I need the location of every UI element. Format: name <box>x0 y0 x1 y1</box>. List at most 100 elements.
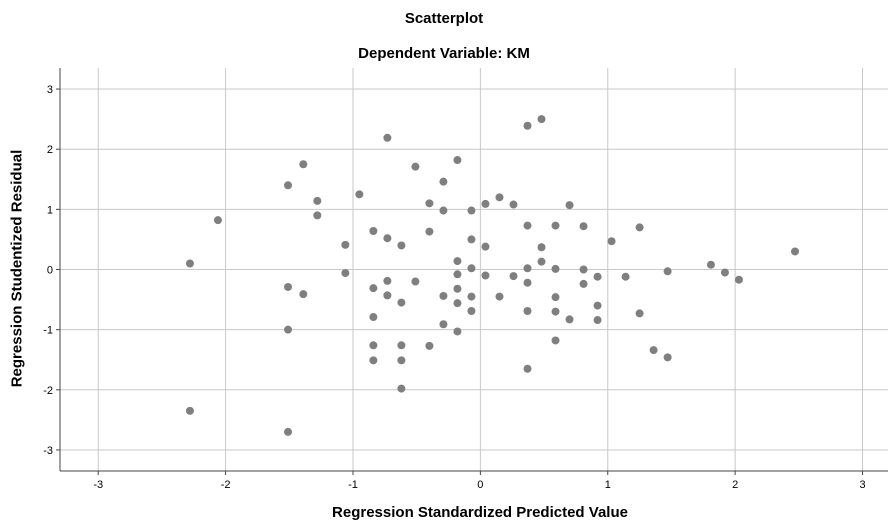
scatter-point <box>397 356 406 365</box>
scatter-point <box>621 272 630 281</box>
scatter-point <box>509 272 518 281</box>
scatter-point <box>213 216 222 225</box>
scatter-point <box>635 309 644 318</box>
x-axis-label: Regression Standardized Predicted Value <box>332 504 628 521</box>
scatter-point <box>467 264 476 273</box>
scatter-point <box>397 384 406 393</box>
scatter-point <box>649 346 658 355</box>
scatter-point <box>425 227 434 236</box>
x-tick-label: 0 <box>477 479 483 491</box>
scatter-point <box>537 115 546 124</box>
y-tick-label: -2 <box>43 385 53 397</box>
scatter-point <box>565 315 574 324</box>
scatter-point <box>523 364 532 373</box>
scatter-point <box>551 264 560 273</box>
y-tick-label: -1 <box>43 325 53 337</box>
scatter-point <box>791 247 800 256</box>
scatter-point <box>551 307 560 316</box>
scatter-point <box>284 427 293 436</box>
scatter-point <box>299 290 308 299</box>
scatter-point <box>635 223 644 232</box>
scatter-point <box>369 227 378 236</box>
scatter-point <box>467 307 476 316</box>
scatter-point <box>369 341 378 350</box>
chart-title: Scatterplot <box>404 10 484 27</box>
scatter-point <box>284 181 293 190</box>
y-tick-label: 1 <box>47 204 53 216</box>
tick-labels: -3 -2 -1 0 1 2 3 -3 -2 -1 0 1 2 3 <box>43 84 865 491</box>
x-tick-label: -1 <box>348 479 358 491</box>
scatter-point <box>383 291 392 300</box>
scatter-point <box>663 267 672 276</box>
scatter-point <box>439 320 448 329</box>
scatter-point <box>397 241 406 250</box>
scatter-point <box>706 260 715 269</box>
scatter-point <box>579 279 588 288</box>
scatter-point <box>523 221 532 230</box>
scatter-point <box>284 325 293 334</box>
x-tick-label: 2 <box>732 479 738 491</box>
scatter-point <box>185 259 194 268</box>
scatter-point <box>509 200 518 209</box>
scatter-point <box>523 264 532 273</box>
y-tick-label: 0 <box>47 265 53 277</box>
grid-lines <box>60 68 888 471</box>
scatter-point <box>341 269 350 278</box>
scatter-point <box>593 272 602 281</box>
scatter-point <box>495 193 504 202</box>
scatter-point <box>411 162 420 171</box>
scatter-point <box>383 133 392 142</box>
scatter-point <box>720 268 729 277</box>
scatter-point <box>383 276 392 285</box>
scatter-point <box>467 235 476 244</box>
scatter-point <box>313 196 322 205</box>
scatter-point <box>453 270 462 279</box>
scatter-point <box>397 298 406 307</box>
x-tick-label: -2 <box>221 479 231 491</box>
scatter-point <box>453 156 462 165</box>
scatter-point <box>523 278 532 287</box>
scatter-point <box>551 336 560 345</box>
scatter-point <box>551 221 560 230</box>
scatter-point <box>369 313 378 322</box>
scatter-point <box>565 201 574 210</box>
scatter-point <box>495 292 504 301</box>
scatter-point <box>313 211 322 220</box>
scatter-point <box>481 271 490 280</box>
scatter-point <box>453 327 462 336</box>
scatter-point <box>439 291 448 300</box>
scatter-point <box>467 292 476 301</box>
scatter-point <box>481 199 490 208</box>
scatter-point <box>425 199 434 208</box>
scatter-point <box>299 160 308 169</box>
scatter-point <box>383 234 392 243</box>
scatter-point <box>341 240 350 249</box>
x-tick-label: -3 <box>93 479 103 491</box>
scatter-point <box>593 301 602 310</box>
scatter-point <box>453 284 462 293</box>
scatter-point <box>397 341 406 350</box>
scatter-point <box>467 206 476 215</box>
x-tick-label: 3 <box>859 479 865 491</box>
scatter-point <box>579 265 588 274</box>
scatter-point <box>453 257 462 266</box>
chart-subtitle: Dependent Variable: KM <box>358 45 530 62</box>
y-tick-label: 3 <box>47 84 53 96</box>
scatter-point <box>185 406 194 415</box>
x-tick-label: 1 <box>605 479 611 491</box>
scatter-point <box>411 277 420 286</box>
scatter-point <box>481 242 490 251</box>
scatter-point <box>284 282 293 291</box>
scatter-point <box>663 353 672 362</box>
scatter-point <box>607 237 616 246</box>
scatter-point <box>734 275 743 284</box>
y-tick-label: -3 <box>43 445 53 457</box>
scatter-point <box>593 316 602 325</box>
y-axis-label: Regression Studentized Residual <box>8 149 26 388</box>
scatter-point <box>523 121 532 130</box>
scatter-point <box>523 307 532 316</box>
scatter-point <box>425 341 434 350</box>
scatter-point <box>453 299 462 308</box>
axes <box>56 68 888 475</box>
